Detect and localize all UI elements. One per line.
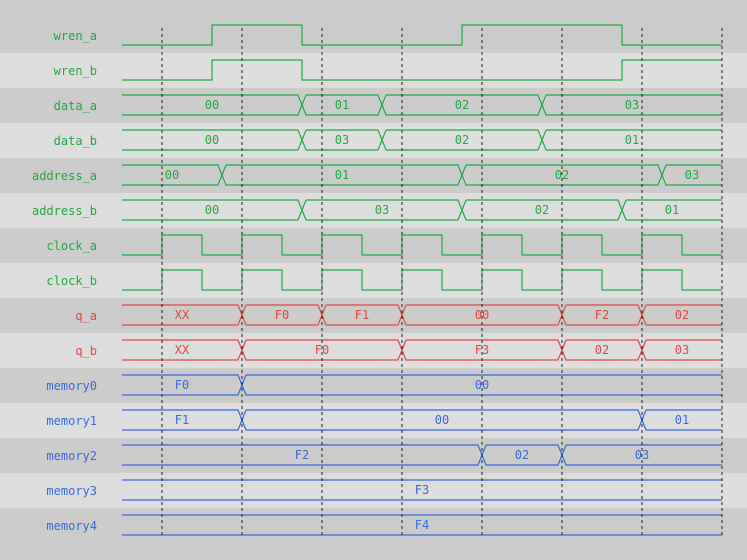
bus-value-memory0: F0 [175,378,189,392]
row-band [0,333,747,368]
signal-label-data_b: data_b [54,134,97,148]
bus-value-address_b: 02 [535,203,549,217]
signal-label-wren_b: wren_b [54,64,97,78]
signal-label-q_a: q_a [75,309,97,323]
bus-value-q_a: 02 [675,308,689,322]
row-band [0,473,747,508]
signal-label-memory3: memory3 [46,484,97,498]
waveform-wren_a [122,24,722,46]
bus-value-data_a: 02 [455,98,469,112]
bus-value-data_b: 01 [625,133,639,147]
bus-segment-data_a [301,94,383,116]
bus-segment-q_a [321,304,403,326]
signal-label-clock_a: clock_a [46,239,97,253]
bus-value-memory2: F2 [295,448,309,462]
bus-segment-data_b [541,129,722,151]
bus-value-address_a: 01 [335,168,349,182]
bus-value-memory1: 00 [435,413,449,427]
waveform-wren_b [122,59,722,81]
bus-value-memory3: F3 [415,483,429,497]
bus-segment-q_b [561,339,643,361]
bus-value-q_a: XX [175,308,190,322]
bus-segment-memory1 [641,409,722,431]
signal-label-wren_a: wren_a [54,29,97,43]
bus-segment-address_a [461,164,663,186]
bus-value-data_b: 00 [205,133,219,147]
bus-value-address_a: 03 [685,168,699,182]
bus-segment-memory3 [122,479,722,501]
bus-value-address_b: 01 [665,203,679,217]
bus-value-data_a: 03 [625,98,639,112]
bus-segment-address_b [461,199,623,221]
bus-value-data_b: 02 [455,133,469,147]
waveform-clock_b [122,269,722,291]
bus-value-memory4: F4 [415,518,429,532]
bus-segment-data_b [301,129,383,151]
row-band [0,403,747,438]
row-band [0,263,747,298]
bus-segment-data_a [381,94,543,116]
bus-segment-q_b [641,339,722,361]
bus-value-q_b: 02 [595,343,609,357]
bus-segment-address_b [621,199,722,221]
bus-segment-address_a [661,164,722,186]
bus-value-data_b: 03 [335,133,349,147]
bus-segment-q_a [401,304,563,326]
bus-segment-q_b [241,339,403,361]
bus-segment-q_b [401,339,563,361]
bus-value-q_b: F0 [315,343,329,357]
signal-label-memory2: memory2 [46,449,97,463]
signal-label-address_a: address_a [32,169,97,183]
bus-segment-q_a [561,304,643,326]
bus-value-q_a: F0 [275,308,289,322]
bus-value-address_b: 00 [205,203,219,217]
bus-segment-memory2 [561,444,722,466]
bus-value-memory2: 02 [515,448,529,462]
bus-segment-memory0 [241,374,722,396]
signal-label-clock_b: clock_b [46,274,97,288]
bus-segment-q_a [641,304,722,326]
bus-segment-memory4 [122,514,722,536]
bus-value-q_b: XX [175,343,190,357]
bus-value-data_a: 01 [335,98,349,112]
bus-value-address_a: 00 [165,168,179,182]
bus-segment-address_a [221,164,463,186]
bus-value-data_a: 00 [205,98,219,112]
bus-value-q_b: F3 [475,343,489,357]
signal-label-q_b: q_b [75,344,97,358]
signal-labels: wren_a wren_b data_a data_b address_aaddress… [32,29,97,533]
bus-segment-q_a [241,304,323,326]
signal-label-memory1: memory1 [46,414,97,428]
row-band [0,53,747,88]
bus-segment-data_b [381,129,543,151]
bus-value-address_b: 03 [375,203,389,217]
time-grid [161,28,723,535]
bus-segment-data_a [541,94,722,116]
bus-value-q_a: F2 [595,308,609,322]
signal-label-memory4: memory4 [46,519,97,533]
row-band [0,123,747,158]
bus-value-q_a: 00 [475,308,489,322]
signal-label-address_b: address_b [32,204,97,218]
signal-label-memory0: memory0 [46,379,97,393]
waveform-clock_a [122,234,722,256]
bus-segment-address_b [301,199,463,221]
bus-value-memory1: F1 [175,413,189,427]
bus-value-q_b: 03 [675,343,689,357]
bus-value-memory1: 01 [675,413,689,427]
signal-label-data_a: data_a [54,99,97,113]
bus-value-q_a: F1 [355,308,369,322]
row-band [0,193,747,228]
